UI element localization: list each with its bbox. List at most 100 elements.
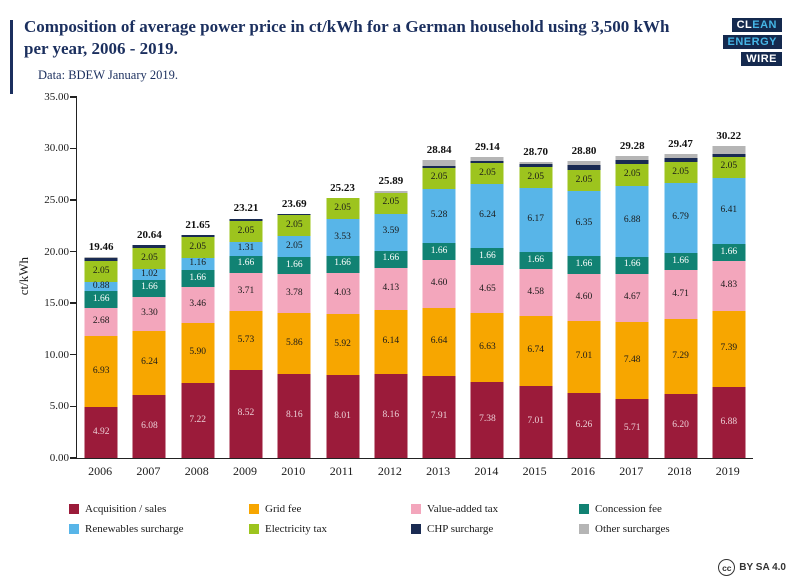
- legend-label: CHP surcharge: [427, 522, 494, 535]
- segment-value-label: 2.05: [672, 166, 689, 177]
- segment-value-label: 1.66: [285, 259, 303, 270]
- bar-segment: 6.74: [519, 316, 553, 386]
- bar-segment: 6.35: [567, 190, 601, 257]
- legend-row: Renewables surcharge Electricity tax CHP s…: [69, 523, 731, 535]
- bar-total-label: 25.89: [378, 174, 404, 187]
- bar-segment: 6.14: [374, 310, 408, 374]
- x-tick-label: 2019: [715, 463, 740, 478]
- bar-segment: 3.53: [326, 219, 360, 256]
- bar-total-label: 28.84: [426, 144, 452, 157]
- legend-label: Concession fee: [595, 502, 662, 515]
- legend-swatch-icon: [249, 503, 259, 514]
- plot-area: 0.00 5.00 10.00 15.00 20.00 25.00 30.00 35.00 4.…: [44, 91, 753, 464]
- bar-segment: [712, 146, 746, 154]
- bar-segment: [664, 158, 698, 162]
- segment-value-label: 6.35: [575, 217, 593, 228]
- segment-value-label: 2.05: [92, 265, 110, 276]
- bar-total-label: 25.23: [330, 181, 355, 194]
- segment-value-label: 1.66: [334, 258, 351, 269]
- segment-value-label: 1.02: [141, 268, 158, 279]
- legend-swatch-icon: [249, 523, 259, 534]
- segment-value-label: 7.22: [189, 414, 207, 425]
- segment-value-label: 7.01: [527, 415, 544, 426]
- bar-segment: [422, 166, 456, 168]
- segment-value-label: 2.05: [430, 172, 448, 183]
- bar-segment: [229, 218, 263, 221]
- bar-segment: 5.71: [615, 398, 649, 458]
- x-tick-label: 2015: [522, 463, 547, 478]
- legend-item: Other surcharges: [579, 523, 731, 535]
- x-tick-label: 2007: [136, 463, 161, 478]
- bar-segment: 7.39: [712, 310, 746, 387]
- segment-value-label: 5.86: [285, 337, 303, 348]
- segment-value-label: 8.01: [334, 410, 351, 421]
- bar-segment: 1.66: [84, 290, 118, 309]
- legend-label: Grid fee: [265, 502, 302, 515]
- bar-segment: 5.28: [422, 188, 456, 244]
- bar-segment: 1.16: [181, 257, 215, 270]
- segment-value-label: 6.74: [527, 345, 544, 356]
- bar-slot: 4.92 6.93 2.68 1.66 0.88 2.05 19.46: [77, 97, 125, 458]
- segment-value-label: 2.05: [285, 219, 303, 230]
- bar-segment: [470, 160, 504, 163]
- segment-value-label: 4.13: [382, 283, 400, 294]
- x-tick-label: 2010: [281, 463, 306, 478]
- bar-segment: 2.05: [84, 260, 118, 282]
- x-tick-label: 2014: [474, 463, 499, 478]
- bar-slot: 5.71 7.48 4.67 1.66 6.88 2.05 29.28: [608, 97, 656, 458]
- segment-value-label: 7.48: [623, 354, 641, 365]
- bar-segment: 1.66: [326, 255, 360, 273]
- bar-slot: 8.16 5.86 3.78 1.66 2.05 2.05 23.69: [270, 97, 318, 458]
- bar-total-label: 29.14: [475, 141, 500, 154]
- bar-2006: 4.92 6.93 2.68 1.66 0.88 2.05: [84, 257, 118, 458]
- logo-line-wire: WIRE: [741, 51, 782, 66]
- bar-2014: 7.38 6.63 4.65 1.66 6.24 2.05: [470, 157, 504, 458]
- bar-segment: [567, 165, 601, 170]
- segment-value-label: 1.66: [720, 246, 738, 257]
- bar-segment: 6.79: [664, 183, 698, 254]
- bar-segment: 4.13: [374, 267, 408, 311]
- bar-segment: 1.66: [519, 251, 553, 269]
- bar-segment: 1.66: [664, 253, 698, 271]
- bar-segment: 6.26: [567, 393, 601, 458]
- bar-segment: 3.59: [374, 213, 408, 251]
- bar-segment: 5.92: [326, 314, 360, 376]
- legend-label: Value-added tax: [427, 502, 499, 515]
- x-tick-label: 2006: [88, 463, 113, 478]
- segment-value-label: 0.88: [92, 280, 110, 291]
- segment-value-label: 1.66: [527, 254, 544, 265]
- y-tick-mark: [70, 147, 77, 150]
- legend-row: Acquisition / sales Grid fee Value-added t…: [69, 503, 731, 515]
- bar-segment: 1.66: [374, 250, 408, 268]
- x-tick-label: 2009: [232, 463, 257, 478]
- segment-value-label: 7.39: [720, 343, 738, 354]
- bar-segment: 3.46: [181, 286, 215, 323]
- y-tick-mark: [70, 353, 77, 356]
- bar-segment: 7.01: [519, 385, 553, 458]
- bar-segment: 6.20: [664, 393, 698, 458]
- legend-swatch-icon: [69, 503, 79, 514]
- x-tick-label: 2016: [570, 463, 595, 478]
- bar-segment: 5.90: [181, 322, 215, 384]
- bar-2013: 7.91 6.64 4.60 1.66 5.28 2.05: [422, 160, 456, 458]
- legend-label: Electricity tax: [265, 522, 327, 535]
- segment-value-label: 1.16: [189, 258, 207, 269]
- bar-segment: 4.67: [615, 273, 649, 322]
- segment-value-label: 1.66: [141, 282, 158, 293]
- bar-segment: [470, 157, 504, 161]
- bar-2011: 8.01 5.92 4.03 1.66 3.53 2.05: [326, 197, 360, 458]
- title-accent-bar: [10, 20, 13, 94]
- bar-segment: 2.05: [374, 192, 408, 214]
- bar-2019: 6.88 7.39 4.83 1.66 6.41 2.05: [712, 146, 746, 458]
- segment-value-label: 5.90: [189, 347, 207, 358]
- segment-value-label: 2.05: [720, 161, 738, 172]
- bar-segment: 7.38: [470, 381, 504, 458]
- segment-value-label: 1.31: [237, 243, 255, 254]
- bar-total-label: 23.69: [281, 197, 307, 210]
- clew-logo: CLEAN ENERGY WIRE: [722, 16, 782, 67]
- segment-value-label: 3.71: [237, 286, 255, 297]
- bar-segment: 8.52: [229, 370, 263, 458]
- y-tick-label: 10.00: [44, 348, 69, 361]
- legend-swatch-icon: [579, 523, 589, 534]
- bar-segment: 6.88: [615, 185, 649, 257]
